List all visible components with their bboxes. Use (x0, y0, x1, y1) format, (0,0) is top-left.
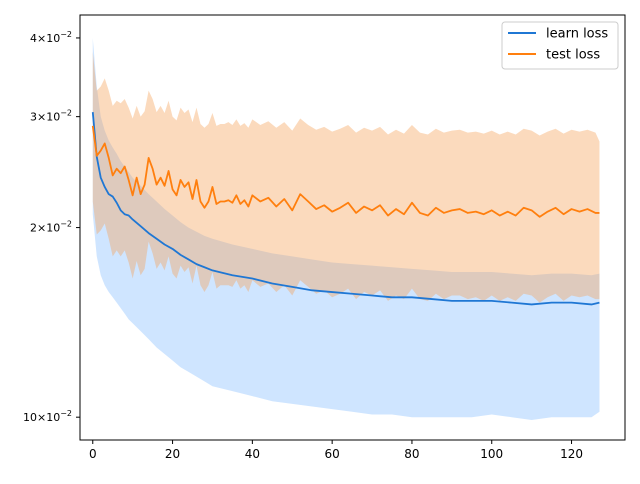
x-tick-label: 120 (560, 447, 583, 461)
series-line-1 (91, 125, 600, 218)
x-tick-label: 0 (89, 447, 97, 461)
legend: learn loss test loss (501, 21, 619, 70)
band-0 (92, 37, 600, 420)
y-tick-label: 10×10−2 (23, 409, 72, 424)
confidence-bands (92, 37, 600, 420)
y-axis: 4×10−2 3×10−2 2×10−2 10×10−2 (23, 30, 80, 424)
x-tick-label: 80 (404, 447, 419, 461)
series-line-0 (91, 112, 600, 306)
x-axis: 0 20 40 60 80 100 120 (89, 440, 583, 461)
y-tick-label: 2×10−2 (30, 220, 72, 235)
x-tick-label: 20 (165, 447, 180, 461)
y-tick-label: 4×10−2 (30, 30, 72, 45)
series-lines (91, 112, 600, 306)
band-1 (92, 51, 600, 303)
legend-label-0: learn loss (546, 27, 608, 42)
x-tick-label: 60 (325, 447, 340, 461)
x-tick-label: 100 (480, 447, 503, 461)
x-tick-label: 40 (245, 447, 260, 461)
legend-label-1: test loss (546, 48, 600, 63)
y-tick-label: 3×10−2 (30, 109, 72, 124)
